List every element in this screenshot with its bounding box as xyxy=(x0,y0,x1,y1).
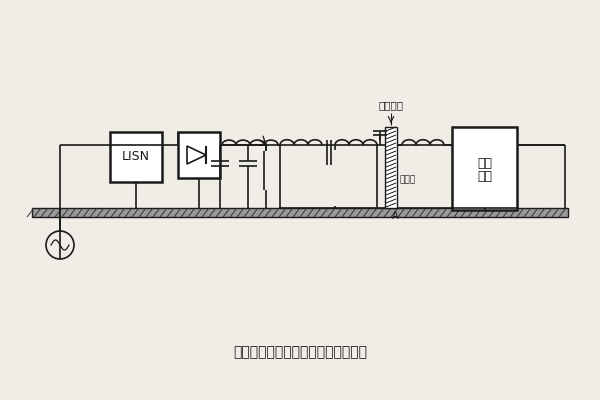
Text: 屏蔽层: 屏蔽层 xyxy=(399,175,415,184)
Bar xyxy=(178,132,220,178)
Text: 后级: 后级 xyxy=(477,157,492,170)
Bar xyxy=(452,127,517,210)
Text: LISN: LISN xyxy=(122,150,150,164)
Text: A: A xyxy=(392,211,398,221)
Text: 分布电容: 分布电容 xyxy=(379,100,404,110)
Text: 变压器屏蔽层接地在原理图中的位置: 变压器屏蔽层接地在原理图中的位置 xyxy=(233,345,367,359)
Bar xyxy=(110,132,162,182)
Bar xyxy=(385,127,397,208)
Bar xyxy=(32,208,568,217)
Text: 电路: 电路 xyxy=(477,170,492,183)
